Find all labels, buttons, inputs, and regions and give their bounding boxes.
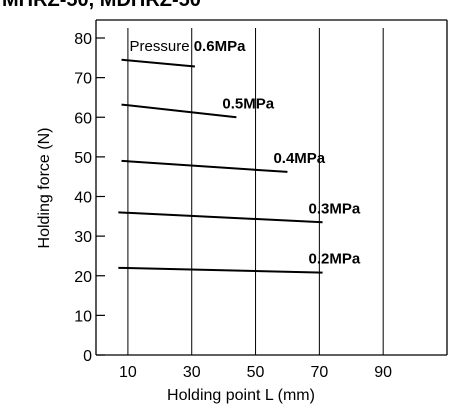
y-tick-label: 30 — [74, 229, 92, 246]
series-line — [118, 266, 323, 274]
series-line — [121, 103, 237, 119]
series-label-name: 0.6MPa — [194, 38, 246, 55]
y-tick-label: 60 — [74, 110, 92, 127]
x-axis-title: Holding point L (mm) — [167, 387, 315, 404]
series-label-prefix: Pressure — [130, 38, 194, 55]
y-axis-title: Holding force (N) — [36, 128, 53, 249]
page-title-text: MHRZ-50, MDHRZ-50 — [2, 0, 201, 11]
series-line — [118, 211, 323, 224]
grid-lines — [96, 28, 384, 356]
y-tick-label: 70 — [74, 71, 92, 88]
tick-labels: 0 10 20 30 40 50 60 70 80 10 30 50 70 90 — [74, 31, 392, 381]
y-tick-label: 40 — [74, 190, 92, 207]
plot-frame — [95, 19, 448, 356]
series-line — [121, 58, 196, 68]
y-tick-label: 80 — [74, 31, 92, 48]
series-labels: Pressure 0.6MPa 0.5MPa 0.4MPa 0.3MPa 0.2MPa — [130, 38, 361, 268]
y-tick-label: 10 — [74, 308, 92, 325]
series-label: 0.4MPa — [273, 150, 325, 167]
series-label: 0.3MPa — [309, 200, 361, 217]
series-lines — [118, 58, 323, 274]
x-tick-label: 50 — [247, 364, 265, 381]
y-tick-label: 0 — [83, 348, 92, 365]
series-label: 0.2MPa — [309, 251, 361, 268]
series-label-0.6MPa: Pressure 0.6MPa — [130, 38, 247, 55]
x-tick-label: 30 — [183, 364, 201, 381]
x-tick-label: 10 — [119, 364, 137, 381]
y-tick-label: 20 — [74, 269, 92, 286]
y-tick-label: 50 — [74, 150, 92, 167]
x-tick-label: 70 — [310, 364, 328, 381]
x-tick-label: 90 — [374, 364, 392, 381]
series-label: 0.5MPa — [222, 95, 274, 112]
series-line — [121, 159, 288, 173]
page-title: MHRZ-50, MDHRZ-50 — [0, 0, 455, 20]
